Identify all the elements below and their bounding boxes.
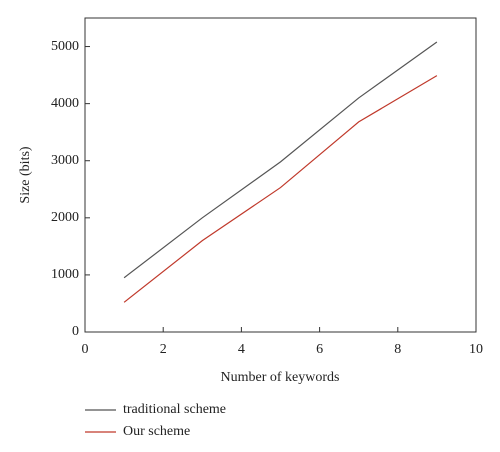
y-tick-label: 5000	[51, 39, 79, 54]
x-axis-label: Number of keywords	[221, 370, 340, 385]
plot-frame	[84, 17, 477, 333]
y-tick-label: 3000	[51, 153, 79, 168]
legend-label: Our scheme	[123, 424, 190, 439]
y-axis-label: Size (bits)	[18, 146, 33, 203]
y-tick-label: 2000	[51, 210, 79, 225]
x-tick-label: 6	[316, 342, 323, 357]
x-tick-label: 8	[394, 342, 401, 357]
x-tick-label: 4	[238, 342, 245, 357]
x-tick-label: 2	[160, 342, 167, 357]
x-tick-label: 10	[469, 342, 483, 357]
y-tick-label: 4000	[51, 96, 79, 111]
legend-label: traditional scheme	[123, 402, 226, 417]
x-tick-label: 0	[82, 342, 89, 357]
y-tick-label: 1000	[51, 267, 79, 282]
series-line	[123, 41, 438, 279]
y-tick-label: 0	[72, 324, 79, 339]
series-line	[123, 75, 438, 303]
